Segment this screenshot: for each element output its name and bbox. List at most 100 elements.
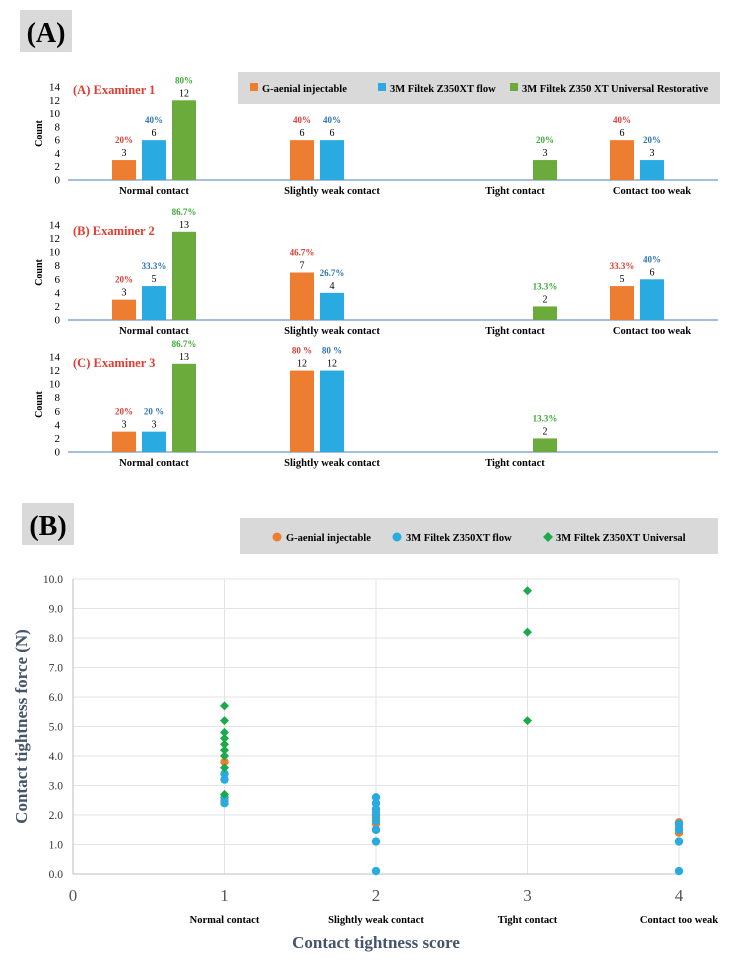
scatter-point [674,825,684,834]
bar-count-label: 7 [300,261,305,272]
legend-label-b-1: 3M Filtek Z350XT flow [406,533,512,544]
y-tick-label: 8.0 [49,633,64,645]
bar [172,363,196,452]
y-tick-label: 0.0 [49,869,64,881]
y-tick-label: 10 [49,247,61,259]
scatter-point [220,757,229,767]
scatter-point [371,866,381,876]
bar-percent-label: 26.7% [320,268,345,278]
scatter-point [371,804,381,814]
bar [533,160,557,180]
bar-count-label: 6 [300,128,305,139]
x-tick-label: 1 [220,886,229,905]
legend-marker-orange [250,83,258,91]
y-axis-title: Contact tightness force (N) [12,629,31,824]
y-tick-label: 10 [49,379,61,391]
scatter-chart: 0.0 1.0 2.0 3.0 4.0 5.0 6.0 7.0 8.0 9.0 10.0 0 1 2 3 4 N… [12,574,718,952]
bar [142,431,166,452]
bar [533,438,557,452]
scatter-point [371,799,381,808]
scatter-point [371,793,381,802]
y-tick-label: 4.0 [49,751,64,763]
panel-b: (B) G-aenial injectable 3M Filtek Z350XT… [12,503,718,952]
bar [290,370,314,452]
category-label: Normal contact [119,186,189,197]
bar-percent-label: 20 % [144,407,164,417]
bar [142,286,166,320]
bar-percent-label: 40% [323,115,341,125]
bar [112,299,136,320]
scatter-point [674,866,684,876]
panel-a-label-box [20,10,72,52]
x-tick-label: 0 [69,886,78,905]
y-tick-label: 2.0 [49,810,64,822]
y-tick-label: 12 [49,233,60,245]
bar-count-label: 3 [122,420,127,431]
y-tick-label: 10.0 [43,574,63,586]
scatter-point [371,825,381,834]
scatter-point [523,627,532,637]
y-tick-label: 6.0 [49,692,64,704]
y-axis-label: Count [34,390,45,417]
bar-count-label: 2 [543,294,548,305]
bar-count-label: 3 [122,148,127,159]
bar-percent-label: 33.3% [142,261,167,271]
y-tick-label: 5.0 [49,722,64,734]
category-label: Tight contact [485,186,545,197]
bar [142,140,166,180]
bar-percent-label: 40% [613,115,631,125]
scatter-point [220,769,229,778]
y-tick-label: 8 [55,392,61,404]
bar [320,370,344,452]
legend-marker-blue-circle [392,532,402,542]
bar-chart-title: (B) Examiner 2 [73,224,155,238]
bar [533,306,557,320]
x-tick-label: 2 [372,886,381,905]
scatter-point [220,789,229,799]
bar-percent-label: 80 % [322,346,342,356]
bar-count-label: 6 [330,128,335,139]
x-tick-label: 3 [523,886,532,905]
scatter-point [674,819,684,829]
bar-count-label: 3 [122,288,127,299]
bar [290,140,314,180]
y-tick-label: 14 [49,352,61,364]
bar-percent-label: 40% [643,254,661,264]
bar-count-label: 6 [152,128,157,139]
legend-label-b-0: G-aenial injectable [286,533,371,544]
category-label: Contact too weak [640,915,718,926]
scatter-point [220,745,229,755]
scatter-point [220,775,229,784]
y-tick-label: 0 [55,315,61,327]
scatter-point [220,763,229,773]
bar [640,279,664,320]
y-tick-label: 2 [55,161,61,173]
scatter-point [220,799,229,808]
bar [172,231,196,320]
bar-percent-label: 33.3% [610,261,635,271]
category-label: Normal contact [119,458,189,469]
scatter-point [220,751,229,761]
y-tick-label: 4 [55,148,61,160]
bar [320,292,344,320]
y-tick-label: 8 [55,260,61,272]
category-label: Contact too weak [613,186,691,197]
x-tick-label: 4 [675,886,684,905]
scatter-point [220,739,229,749]
panel-b-label-box [22,503,74,545]
legend-label-a-1: 3M Filtek Z350XT flow [390,84,496,95]
bar-count-label: 6 [620,128,625,139]
scatter-point [371,816,381,826]
y-tick-label: 1.0 [49,840,64,852]
bar [610,286,634,320]
bar-percent-label: 20% [115,135,133,145]
bar-percent-label: 40% [293,115,311,125]
category-label: Contact too weak [613,326,691,337]
bar-count-label: 13 [179,352,189,363]
bar-count-label: 2 [543,426,548,437]
legend-box-b [240,518,718,554]
